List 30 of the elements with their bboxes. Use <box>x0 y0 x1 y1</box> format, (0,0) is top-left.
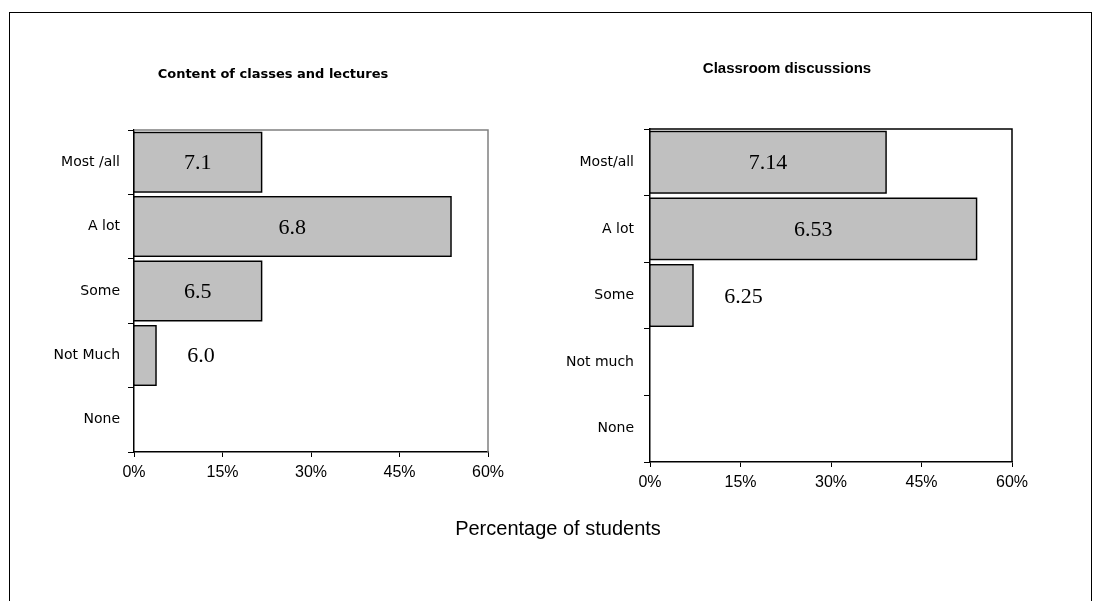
y-tick-label: A lot <box>88 217 121 234</box>
x-tick-label: 30% <box>294 463 328 481</box>
annotation: 6.8 <box>278 213 307 239</box>
chart-title: Classroom discussions <box>702 58 872 76</box>
x-axis-title: Percentage of students <box>455 516 661 540</box>
y-tick-label: Most/all <box>579 152 634 169</box>
x-tick-label: 0% <box>122 463 146 481</box>
x-tick-label: 15% <box>724 473 757 491</box>
annotation: 7.1 <box>183 149 212 175</box>
y-tick-label: None <box>83 410 120 427</box>
y-tick-label: Most /all <box>61 152 120 169</box>
x-tick-label: 60% <box>471 463 505 481</box>
annotation: 6.0 <box>187 342 215 368</box>
annotation: 7.14 <box>748 149 788 175</box>
y-tick-label: Some <box>594 286 634 303</box>
x-tick-label: 45% <box>905 473 938 491</box>
annotation: 6.5 <box>183 278 212 303</box>
y-tick-label: Some <box>80 281 120 298</box>
x-tick-label: 45% <box>383 463 416 481</box>
annotation: 6.25 <box>724 282 763 308</box>
y-tick-label: Not much <box>565 352 634 369</box>
annotation: 6.53 <box>793 215 833 241</box>
y-tick-label: None <box>597 419 634 436</box>
x-tick-label: 60% <box>995 473 1029 491</box>
chart-title: Content of classes and lectures <box>157 65 389 81</box>
y-tick-label: A lot <box>602 219 635 236</box>
x-tick-label: 15% <box>206 463 239 481</box>
x-tick-label: 0% <box>638 473 662 491</box>
x-tick-label: 30% <box>814 473 848 491</box>
y-tick-label: Not Much <box>53 346 120 363</box>
